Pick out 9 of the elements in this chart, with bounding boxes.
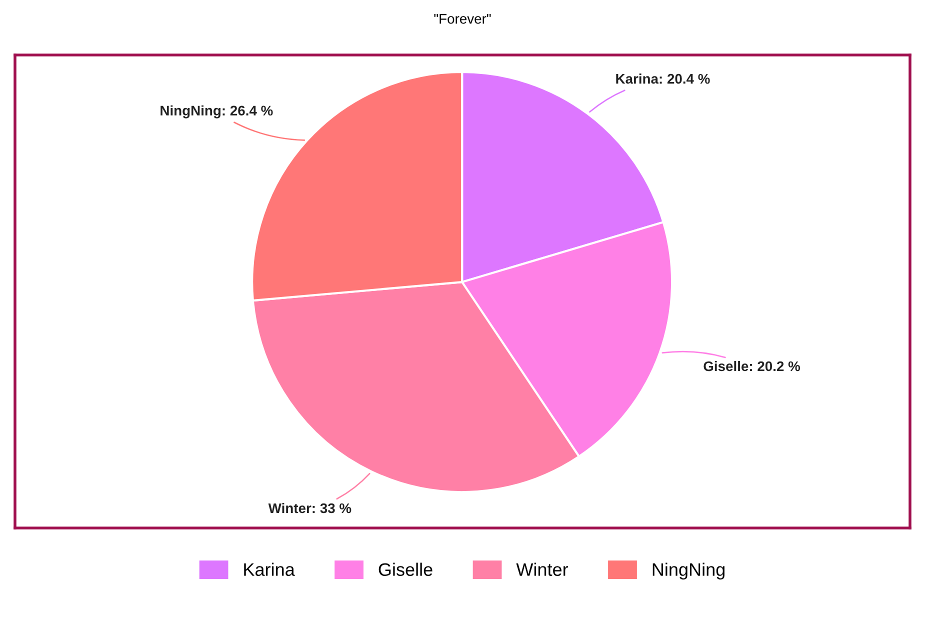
legend-label: Winter — [516, 562, 568, 576]
legend-label: NingNing — [652, 562, 724, 580]
data-label: Karina: 20.4 % — [616, 74, 710, 84]
data-label: Giselle: 20.2 % — [704, 360, 800, 372]
data-label: NingNing: 26.4 % — [160, 105, 273, 118]
chart-title: "Forever" — [434, 14, 491, 24]
legend-label: Giselle — [378, 562, 432, 576]
legend-label: Karina — [244, 562, 295, 576]
data-label: Winter: 33 % — [268, 502, 352, 514]
